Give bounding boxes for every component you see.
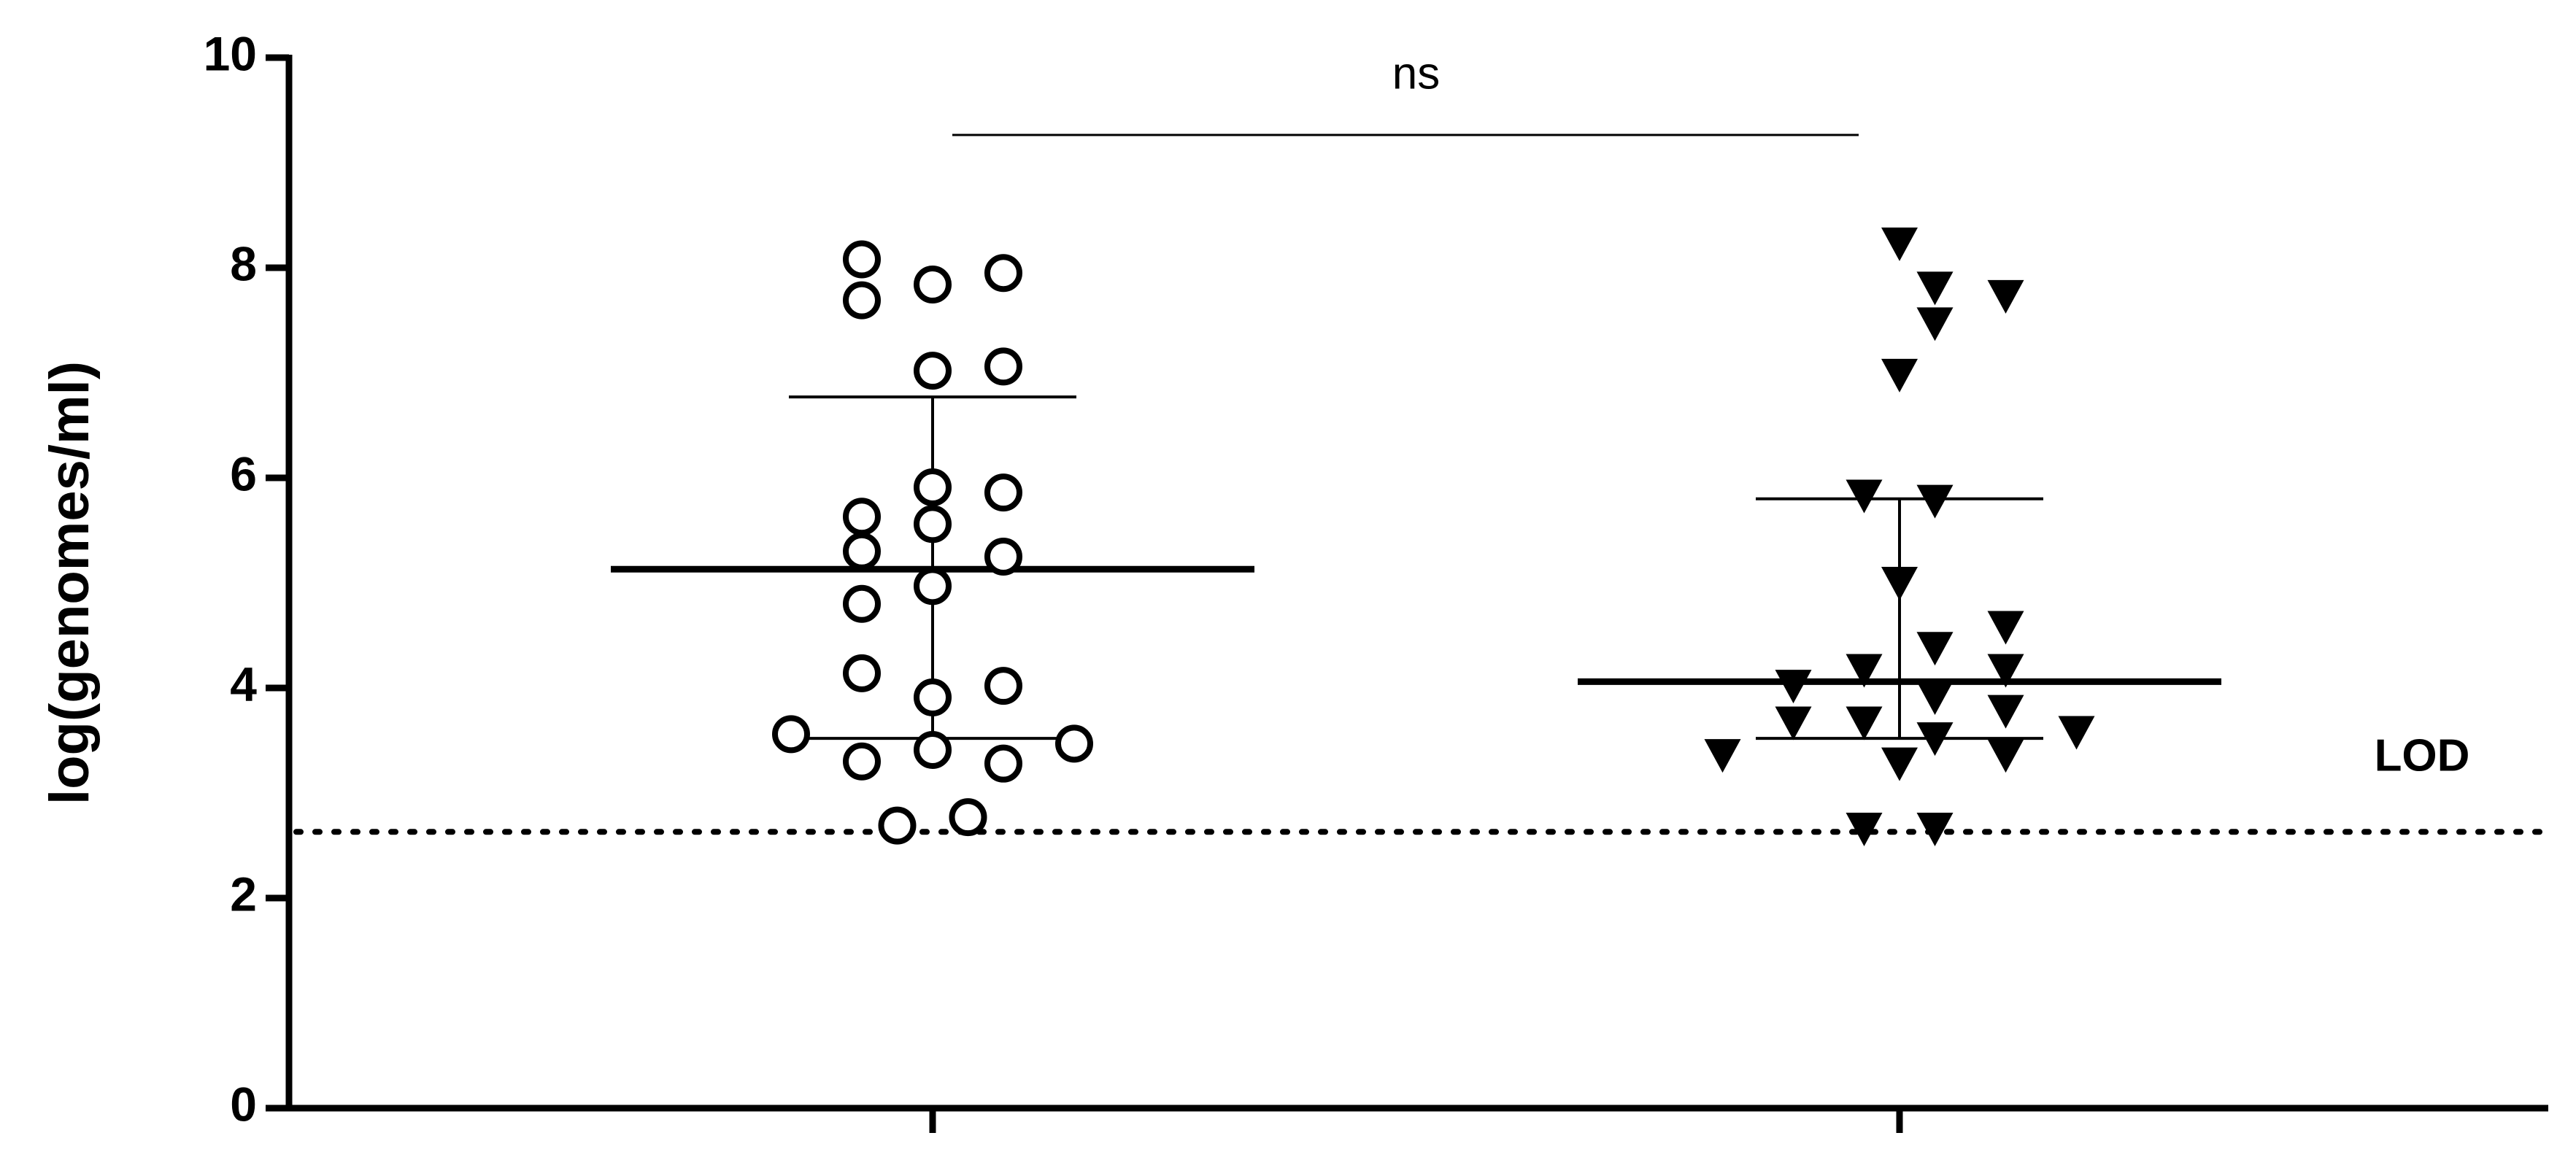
data-point <box>949 798 987 837</box>
y-axis-label: log(genomes/ml) <box>39 361 101 805</box>
data-point <box>1916 484 1954 519</box>
data-point <box>1916 271 1954 306</box>
data-point <box>1846 479 1883 514</box>
data-point <box>1881 747 1918 781</box>
data-point <box>1881 227 1918 261</box>
data-point <box>984 538 1022 576</box>
data-point <box>1846 812 1883 846</box>
data-point <box>843 498 881 536</box>
data-point <box>1846 654 1883 688</box>
data-point <box>1775 670 1812 704</box>
data-point <box>1916 681 1954 715</box>
data-point <box>1055 724 1093 763</box>
data-point <box>984 254 1022 293</box>
data-point <box>1987 695 2024 729</box>
data-point <box>843 742 881 781</box>
reference-label: LOD <box>2375 730 2470 781</box>
data-point <box>984 347 1022 386</box>
y-tick-label: 8 <box>230 236 257 290</box>
data-point <box>984 744 1022 783</box>
y-tick-label: 2 <box>230 867 257 921</box>
data-point <box>984 473 1022 512</box>
data-point <box>914 567 952 606</box>
y-tick-label: 10 <box>204 26 257 80</box>
y-tick-label: 6 <box>230 446 257 500</box>
data-point <box>1916 722 1954 757</box>
data-point <box>1987 611 2024 645</box>
data-point <box>2058 716 2095 750</box>
data-point <box>843 532 881 570</box>
data-point <box>1775 706 1812 740</box>
data-point <box>1881 358 1918 392</box>
data-point <box>1881 567 1918 600</box>
data-point <box>914 266 952 304</box>
significance-label: ns <box>1392 48 1440 98</box>
data-point <box>1916 812 1954 846</box>
data-point <box>914 678 952 716</box>
data-point <box>878 806 917 845</box>
data-point <box>914 505 952 543</box>
data-point <box>1846 706 1883 740</box>
data-point <box>914 730 952 769</box>
data-point <box>1704 739 1741 773</box>
data-point <box>1987 279 2024 314</box>
data-point <box>1987 654 2024 688</box>
data-point <box>984 667 1022 705</box>
data-point <box>843 584 881 623</box>
data-point <box>914 468 952 506</box>
data-point <box>1916 307 1954 341</box>
data-point <box>1987 739 2024 773</box>
data-point <box>914 352 952 390</box>
data-point <box>1916 632 1954 666</box>
data-point <box>843 240 881 279</box>
y-tick-label: 0 <box>230 1077 257 1131</box>
data-point <box>772 715 810 754</box>
y-tick-label: 4 <box>230 657 257 711</box>
data-point <box>843 654 881 692</box>
data-point <box>843 281 881 320</box>
